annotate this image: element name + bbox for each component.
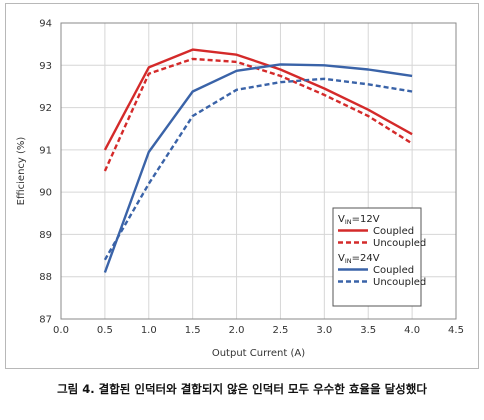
y-tick-label: 90	[39, 188, 52, 199]
legend-group-title: VIN=12V	[338, 214, 380, 226]
legend-label: Coupled	[373, 265, 414, 276]
x-tick-label: 0.5	[97, 325, 113, 336]
legend-label: Coupled	[373, 226, 414, 237]
y-tick-label: 87	[39, 315, 52, 326]
y-tick-label: 91	[39, 145, 52, 156]
x-axis-title: Output Current (A)	[212, 348, 305, 359]
x-tick-label: 3.5	[360, 325, 376, 336]
y-tick-label: 94	[39, 19, 52, 30]
x-tick-label: 4.0	[404, 325, 420, 336]
grid-lines	[61, 23, 456, 319]
series-lines	[103, 48, 413, 273]
x-tick-label: 1.0	[141, 325, 157, 336]
x-tick-label: 4.5	[448, 325, 464, 336]
y-tick-label: 92	[39, 103, 52, 114]
legend: VIN=12VCoupledUncoupledVIN=24VCoupledUnc…	[332, 207, 426, 307]
tick-labels: 0.0 0.5 1.0 1.5 2.0 2.5 3.0 3.5 4.0 4.5 87 88 89 90 91…	[39, 19, 464, 337]
x-tick-label: 2.0	[229, 325, 245, 336]
efficiency-chart: 0.0 0.5 1.0 1.5 2.0 2.5 3.0 3.5 4.0 4.5 87 88 89 90 91…	[16, 19, 464, 360]
x-tick-label: 2.5	[272, 325, 288, 336]
series-line-uncoupled	[103, 57, 413, 172]
legend-label: Uncoupled	[373, 277, 426, 288]
figure-caption: 그림 4. 결합된 인덕터와 결합되지 않은 인덕터 모두 우수한 효율을 달성…	[57, 382, 427, 396]
x-tick-label: 0.0	[53, 325, 69, 336]
series-line-coupled	[103, 63, 413, 273]
x-tick-label: 3.0	[316, 325, 332, 336]
legend-group-title: VIN=24V	[338, 253, 380, 265]
y-tick-label: 93	[39, 61, 52, 72]
legend-label: Uncoupled	[373, 238, 426, 249]
legend-box	[332, 207, 422, 307]
series-line-coupled	[103, 48, 413, 151]
y-axis-title: Efficiency (%)	[16, 137, 27, 206]
y-tick-label: 89	[39, 230, 52, 241]
plot-area	[60, 22, 457, 320]
figure-frame: 0.0 0.5 1.0 1.5 2.0 2.5 3.0 3.5 4.0 4.5 87 88 89 90 91…	[5, 3, 479, 369]
x-tick-label: 1.5	[185, 325, 201, 336]
series-line-uncoupled	[103, 77, 413, 261]
y-tick-label: 88	[39, 272, 52, 283]
